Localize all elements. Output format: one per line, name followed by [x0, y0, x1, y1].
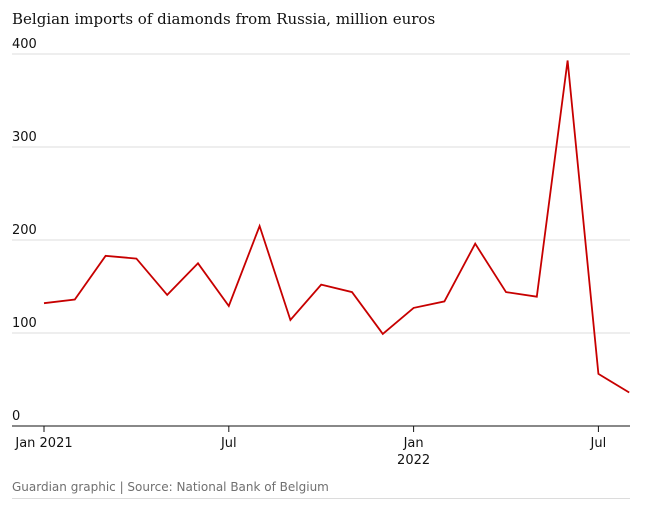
data-point [536, 296, 538, 298]
y-tick-label: 400 [12, 37, 37, 52]
data-point [74, 299, 76, 301]
y-tick-label: 300 [12, 130, 37, 145]
data-point [135, 258, 137, 260]
data-point [628, 392, 630, 394]
data-point [505, 291, 507, 293]
data-point [197, 262, 199, 264]
data-point [413, 307, 415, 309]
data-point [474, 243, 476, 245]
y-tick-label: 0 [12, 409, 20, 424]
series-layer [43, 60, 630, 394]
data-point [320, 284, 322, 286]
x-axis: Jan 2021 Jul Jan 2022 Jul [12, 425, 630, 468]
y-tick-label: 100 [12, 316, 37, 331]
series-line-0 [43, 60, 630, 394]
data-point [105, 255, 107, 257]
data-point [228, 305, 230, 307]
footer-divider [12, 498, 630, 499]
data-point [351, 291, 353, 293]
data-point [567, 60, 569, 62]
y-axis-tick-labels: 0 100 200 300 400 [12, 37, 37, 424]
y-tick-label: 200 [12, 223, 37, 238]
x-tick-label: Jul [220, 436, 237, 451]
source-note: Guardian graphic | Source: National Bank… [12, 480, 329, 494]
x-tick-label: Jan [403, 436, 424, 451]
data-point [43, 302, 45, 304]
data-point [443, 300, 445, 302]
x-tick-label-year: 2022 [397, 453, 430, 468]
chart-title: Belgian imports of diamonds from Russia,… [12, 10, 436, 28]
x-tick-label: Jul [590, 436, 607, 451]
data-point [289, 319, 291, 321]
gridlines [12, 53, 630, 334]
data-point [382, 333, 384, 335]
data-point [597, 373, 599, 375]
data-point [166, 294, 168, 296]
data-point [259, 225, 261, 227]
x-tick-label: Jan 2021 [14, 436, 72, 451]
